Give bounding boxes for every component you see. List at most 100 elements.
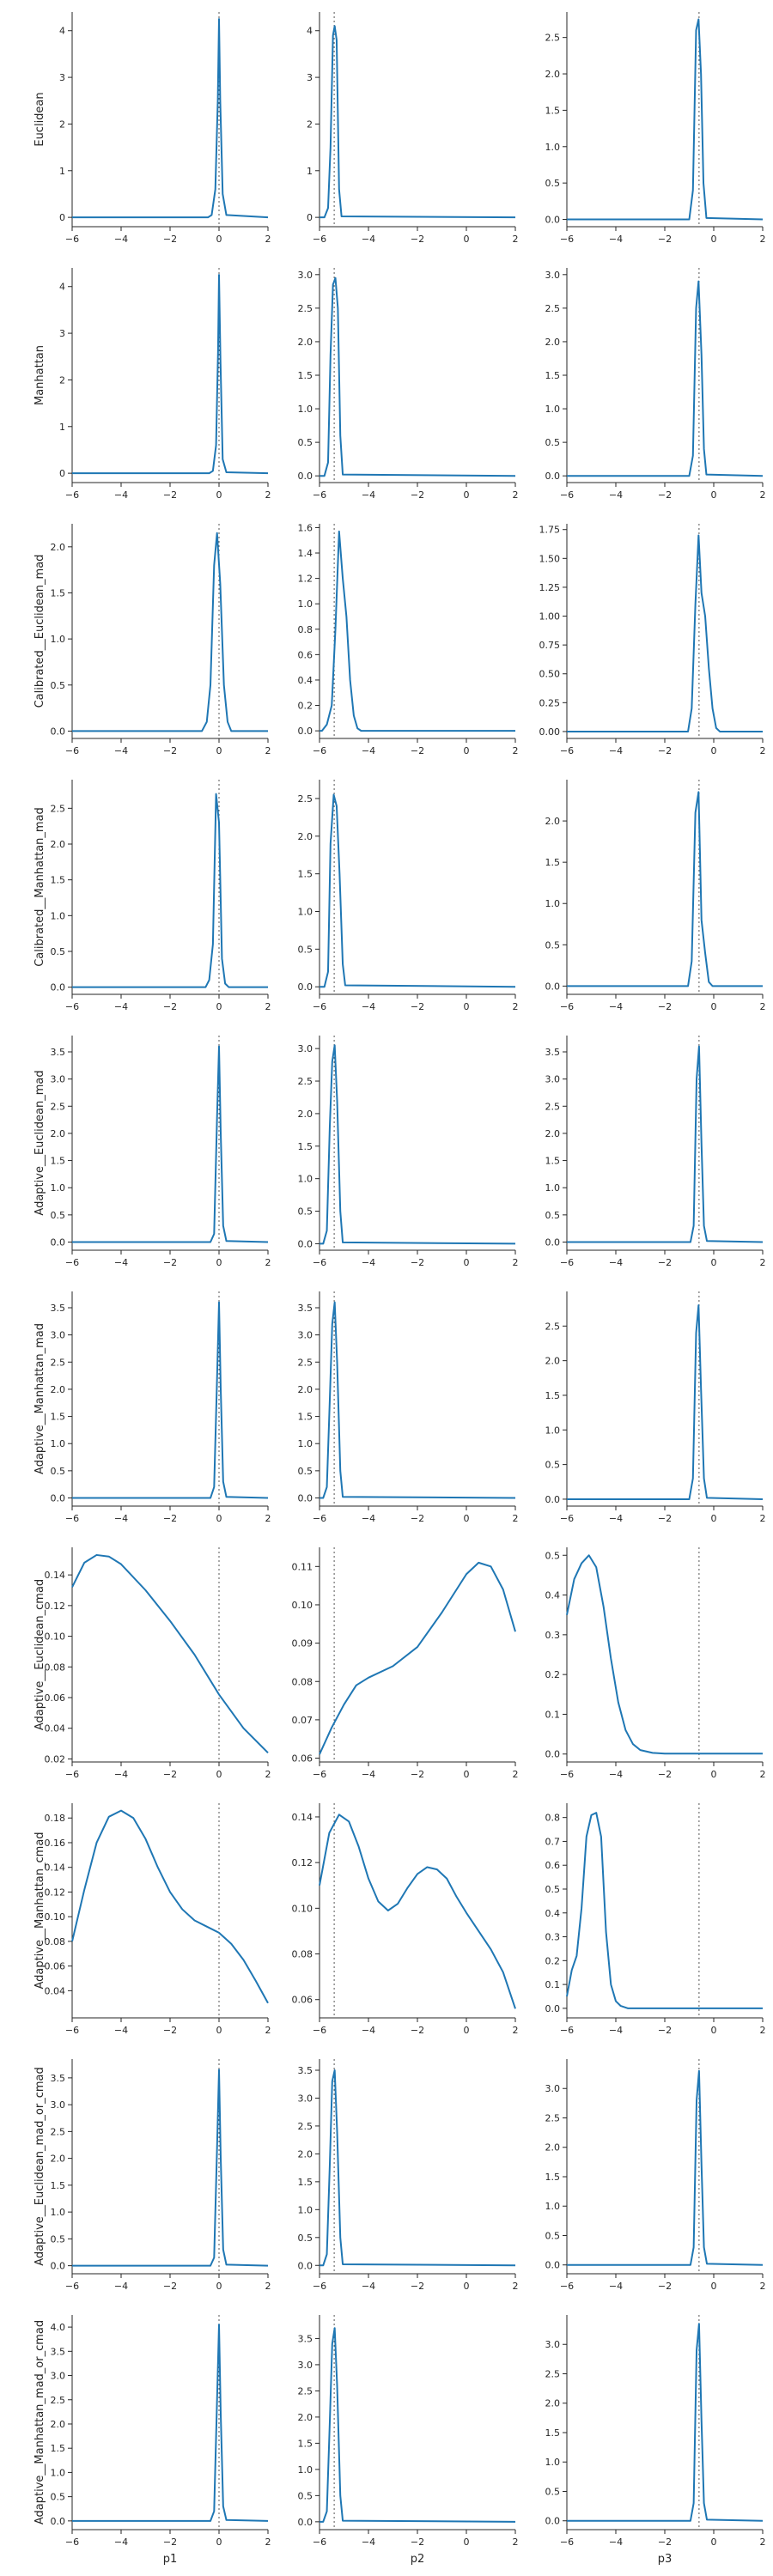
y-tick-label: 2.0 xyxy=(298,2148,313,2160)
y-tick-label: 1 xyxy=(59,166,65,177)
y-tick-label: 1.75 xyxy=(539,525,561,536)
x-tick-label: 2 xyxy=(265,2281,271,2292)
x-tick-label: 0 xyxy=(216,1257,222,1268)
x-tick-label: −6 xyxy=(313,1769,326,1780)
x-tick-label: 0 xyxy=(711,234,717,245)
y-tick-label: 0.14 xyxy=(292,1812,313,1823)
density-curve xyxy=(72,532,268,732)
y-tick-label: 1.5 xyxy=(545,370,561,381)
y-tick-label: 2.0 xyxy=(51,542,66,553)
y-tick-label: 1 xyxy=(307,166,313,177)
x-tick-label: 2 xyxy=(760,745,766,756)
y-tick-label: 1.0 xyxy=(51,2207,66,2218)
x-tick-label: 2 xyxy=(760,1001,766,1012)
x-tick-label: −6 xyxy=(65,1257,79,1268)
y-tick-label: 2.0 xyxy=(545,1356,561,1367)
x-tick-label: 2 xyxy=(760,1513,766,1524)
y-tick-label: 0.50 xyxy=(539,669,561,680)
x-tick-label: −2 xyxy=(163,2025,177,2036)
y-tick-label: 0 xyxy=(59,212,65,223)
y-tick-label: 2.5 xyxy=(298,2385,313,2397)
x-tick-label: −2 xyxy=(411,1769,424,1780)
y-tick-label: 0.0 xyxy=(545,1237,561,1249)
x-tick-label: 0 xyxy=(216,1001,222,1012)
y-tick-label: 2.0 xyxy=(51,839,66,850)
y-tick-label: 0.8 xyxy=(298,624,313,635)
y-tick-label: 2.0 xyxy=(545,1128,561,1139)
x-tick-label: 0 xyxy=(711,1513,717,1524)
x-tick-label: 0 xyxy=(216,745,222,756)
y-tick-label: 2.5 xyxy=(545,33,561,44)
x-tick-label: −2 xyxy=(658,2537,672,2548)
y-tick-label: 0.2 xyxy=(545,1669,561,1680)
density-curve xyxy=(567,18,764,221)
y-tick-label: 0.0 xyxy=(298,1238,313,1249)
y-tick-label: 0.14 xyxy=(45,1570,66,1581)
y-tick-label: 1.0 xyxy=(51,1182,66,1194)
y-tick-label: 1.5 xyxy=(545,1390,561,1401)
x-tick-label: −4 xyxy=(114,2537,128,2548)
x-tick-label: −4 xyxy=(362,1769,375,1780)
x-tick-label: 0 xyxy=(464,2537,470,2548)
y-tick-label: 3.5 xyxy=(298,1303,313,1314)
y-tick-label: 1.5 xyxy=(51,1412,66,1423)
y-tick-label: 1.4 xyxy=(298,548,313,559)
y-tick-label: 0.25 xyxy=(539,697,561,708)
x-tick-label: −4 xyxy=(114,2025,128,2036)
y-tick-label: 0.02 xyxy=(45,1753,66,1765)
y-tick-label: 0.06 xyxy=(45,1692,66,1704)
y-tick-label: 1.0 xyxy=(298,1438,313,1449)
y-tick-label: 0.4 xyxy=(545,1590,561,1601)
x-tick-label: −6 xyxy=(65,1001,79,1012)
x-tick-label: 2 xyxy=(760,1769,766,1780)
density-curve xyxy=(72,793,268,988)
y-tick-label: 1.0 xyxy=(51,634,66,645)
density-curve xyxy=(320,1301,516,1499)
y-tick-label: 3.0 xyxy=(545,2339,561,2350)
x-tick-label: −2 xyxy=(163,1769,177,1780)
y-tick-label: 2.0 xyxy=(545,816,561,827)
y-tick-label: 0.5 xyxy=(545,178,561,189)
y-tick-label: 2.5 xyxy=(298,1357,313,1368)
x-tick-label: −6 xyxy=(313,1001,326,1012)
x-tick-label: −4 xyxy=(362,234,375,245)
density-curve xyxy=(567,791,763,987)
y-tick-label: 2.0 xyxy=(545,2398,561,2409)
x-tick-label: −4 xyxy=(114,2281,128,2292)
x-tick-label: 0 xyxy=(216,2281,222,2292)
x-tick-label: −2 xyxy=(411,489,424,501)
y-tick-label: 0.0 xyxy=(545,215,561,226)
y-tick-label: 2.5 xyxy=(298,303,313,314)
y-tick-label: 2.5 xyxy=(51,803,66,814)
x-tick-label: −4 xyxy=(114,1001,128,1012)
y-tick-label: 0.10 xyxy=(45,1911,66,1923)
y-tick-label: 0.08 xyxy=(292,1676,313,1687)
x-tick-label: −4 xyxy=(609,2281,623,2292)
y-tick-label: 1.5 xyxy=(545,1156,561,1167)
y-tick-label: 0.0 xyxy=(51,1493,66,1504)
x-tick-label: 2 xyxy=(760,2537,766,2548)
x-tick-label: −4 xyxy=(114,1257,128,1268)
x-tick-label: −4 xyxy=(362,1257,375,1268)
x-tick-label: 2 xyxy=(760,489,766,501)
y-tick-label: 1.5 xyxy=(545,2172,561,2183)
y-tick-label: 1.0 xyxy=(51,2467,66,2478)
y-tick-label: 1.0 xyxy=(298,404,313,415)
y-tick-label: 0 xyxy=(59,468,65,479)
y-tick-label: 1.5 xyxy=(545,857,561,868)
y-tick-label: 0.5 xyxy=(51,1466,66,1477)
density-curve xyxy=(72,1045,269,1243)
density-curve xyxy=(567,2069,764,2266)
y-tick-label: 1.5 xyxy=(545,2427,561,2439)
y-tick-label: 3.5 xyxy=(51,1047,66,1058)
y-tick-label: 2.5 xyxy=(298,1076,313,1087)
x-tick-label: 2 xyxy=(513,2281,519,2292)
y-tick-label: 0.10 xyxy=(45,1631,66,1643)
x-tick-label: −2 xyxy=(658,234,672,245)
y-tick-label: 0.0 xyxy=(51,726,66,737)
x-tick-label: 0 xyxy=(711,1001,717,1012)
y-tick-label: 0.1 xyxy=(545,1709,561,1720)
density-curve xyxy=(72,1301,269,1499)
density-curve xyxy=(72,2324,269,2522)
y-tick-label: 2 xyxy=(59,118,65,130)
